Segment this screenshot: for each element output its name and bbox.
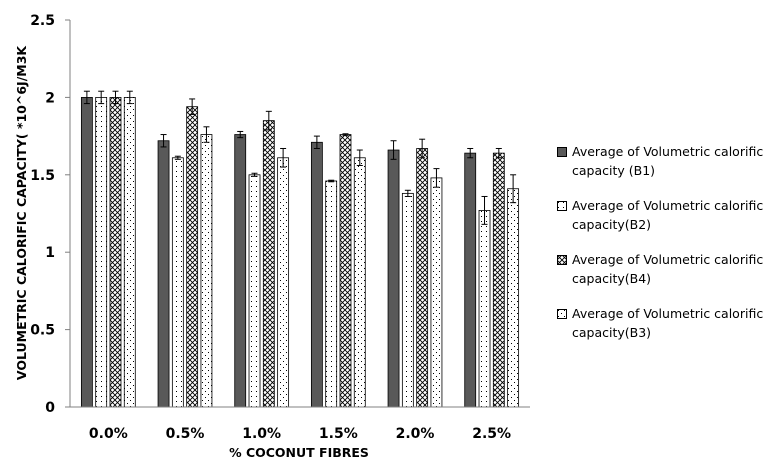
error-bar-2.5%-series-2 bbox=[481, 195, 488, 225]
y-tick-marks bbox=[65, 19, 70, 408]
error-bar-2.0%-series-1 bbox=[390, 140, 397, 160]
x-tick-label: 1.0% bbox=[242, 426, 281, 442]
error-bar-1.0%-series-2 bbox=[251, 172, 258, 177]
x-tick-labels: 0.0% 0.5% 1.0% 1.5% 2.0% 2.5% bbox=[89, 426, 511, 442]
bar-1.5%-series-2 bbox=[325, 180, 338, 408]
y-tick-label: 1.5 bbox=[30, 168, 55, 184]
x-tick-label: 0.5% bbox=[166, 426, 205, 442]
bar-1.5%-series-4 bbox=[353, 157, 366, 408]
bar-1.0%-series-2 bbox=[248, 174, 261, 408]
y-tick-labels: 0 0.5 1 1.5 2 2.5 bbox=[30, 13, 55, 416]
bar-2.0%-series-2 bbox=[401, 192, 414, 408]
y-tick-label: 2 bbox=[45, 90, 55, 106]
bar-1.5%-series-3 bbox=[339, 134, 352, 408]
y-tick-label: 2.5 bbox=[30, 13, 55, 29]
error-bar-0.0%-series-2 bbox=[98, 90, 105, 105]
legend-label-b2: Average of Volumetric calorific capacity… bbox=[572, 198, 764, 232]
error-bar-1.5%-series-2 bbox=[328, 179, 335, 183]
legend-swatch-solid bbox=[557, 147, 567, 157]
legend-item-b1: Average of Volumetric calorific capacity… bbox=[557, 142, 782, 182]
error-bar-1.0%-series-1 bbox=[237, 130, 244, 139]
legend: Average of Volumetric calorific capacity… bbox=[557, 142, 782, 358]
bar-2.5%-series-4 bbox=[507, 188, 520, 408]
y-tick-label: 0.5 bbox=[30, 323, 55, 339]
legend-item-b4: Average of Volumetric calorific capacity… bbox=[557, 250, 782, 290]
error-bar-0.0%-series-3 bbox=[112, 90, 119, 105]
legend-item-b3: Average of Volumetric calorific capacity… bbox=[557, 304, 782, 344]
y-tick-label: 0 bbox=[45, 400, 55, 416]
bar-1.0%-series-3 bbox=[262, 120, 275, 408]
bar-2.0%-series-4 bbox=[430, 177, 443, 408]
error-bar-0.5%-series-4 bbox=[203, 126, 210, 143]
error-bar-2.0%-series-2 bbox=[404, 189, 411, 197]
error-bar-0.5%-series-2 bbox=[174, 155, 181, 160]
bar-0.5%-series-3 bbox=[186, 106, 199, 408]
error-bar-1.0%-series-3 bbox=[265, 110, 272, 131]
x-tick-label: 1.5% bbox=[319, 426, 358, 442]
error-bar-2.0%-series-4 bbox=[433, 168, 440, 188]
y-axis-title: VOLUMETRIC CALORIFIC CAPACITY( *10^6J/M3… bbox=[14, 45, 29, 380]
legend-item-b2: Average of Volumetric calorific capacity… bbox=[557, 196, 782, 236]
error-bar-0.0%-series-1 bbox=[83, 90, 90, 105]
error-bar-1.5%-series-4 bbox=[356, 149, 363, 167]
bar-2.5%-series-1 bbox=[464, 152, 477, 408]
bar-0.5%-series-2 bbox=[171, 157, 184, 408]
bar-0.0%-series-1 bbox=[80, 97, 93, 408]
y-tick-label: 1 bbox=[45, 245, 55, 261]
legend-label-b4: Average of Volumetric calorific capacity… bbox=[572, 252, 764, 286]
bar-0.0%-series-3 bbox=[109, 97, 122, 408]
bars-group bbox=[80, 97, 520, 408]
legend-label-b3: Average of Volumetric calorific capacity… bbox=[572, 306, 764, 340]
bar-0.5%-series-4 bbox=[200, 134, 213, 408]
error-bar-1.5%-series-3 bbox=[342, 133, 349, 136]
x-tick-label: 0.0% bbox=[89, 426, 128, 442]
error-bars-group bbox=[83, 90, 517, 225]
bar-1.0%-series-1 bbox=[234, 134, 247, 408]
bar-0.0%-series-4 bbox=[123, 97, 136, 408]
error-bar-1.0%-series-4 bbox=[280, 147, 287, 168]
error-bar-2.5%-series-1 bbox=[467, 147, 474, 159]
bar-2.5%-series-3 bbox=[492, 152, 505, 408]
bar-0.5%-series-1 bbox=[157, 140, 170, 408]
error-bar-2.5%-series-3 bbox=[495, 147, 502, 159]
error-bar-2.5%-series-4 bbox=[510, 174, 517, 204]
error-bar-0.0%-series-4 bbox=[126, 90, 133, 105]
bar-0.0%-series-2 bbox=[95, 97, 108, 408]
error-bar-1.5%-series-1 bbox=[313, 135, 320, 149]
bar-1.0%-series-4 bbox=[277, 157, 290, 408]
bar-1.5%-series-1 bbox=[310, 141, 323, 408]
legend-label-b1: Average of Volumetric calorific capacity… bbox=[572, 144, 764, 178]
legend-swatch-dots-light bbox=[557, 309, 567, 319]
legend-swatch-crosshatch bbox=[557, 255, 567, 265]
error-bar-2.0%-series-3 bbox=[419, 138, 426, 159]
error-bar-0.5%-series-1 bbox=[160, 134, 167, 148]
bar-2.5%-series-2 bbox=[478, 210, 491, 408]
bar-2.0%-series-1 bbox=[387, 149, 400, 408]
x-axis-title: % COCONUT FIBRES bbox=[229, 445, 369, 459]
legend-swatch-dots bbox=[557, 201, 567, 211]
x-tick-label: 2.0% bbox=[396, 426, 435, 442]
bar-2.0%-series-3 bbox=[416, 148, 429, 408]
x-tick-label: 2.5% bbox=[472, 426, 511, 442]
error-bar-0.5%-series-3 bbox=[189, 98, 196, 115]
